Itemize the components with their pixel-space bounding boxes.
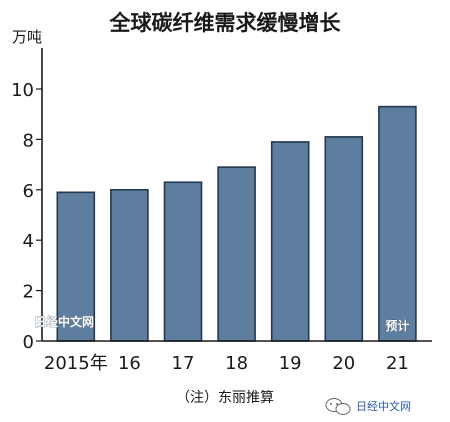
bar-19 (270, 141, 310, 342)
x-tick-label: 16 (118, 353, 141, 374)
x-tick-label: 21 (386, 353, 409, 374)
bar-18 (217, 166, 256, 342)
bars-group: 预计 (56, 105, 417, 342)
y-axis-ticks: 0 2 4 6 8 10 (11, 80, 42, 353)
watermark: 日经中文网 (34, 314, 94, 329)
x-tick-label: 17 (172, 353, 195, 374)
y-tick-label: 2 (23, 282, 34, 303)
x-tick-label: 18 (225, 353, 248, 374)
bar-16 (110, 189, 149, 342)
x-axis-ticks: 2015年 16 17 18 19 20 21 (44, 353, 409, 374)
wechat-icon (325, 398, 351, 415)
x-tick-label: 2015年 (44, 353, 108, 374)
x-tick-label: 19 (279, 353, 302, 374)
chart-title: 全球碳纤维需求缓慢增长 (109, 11, 342, 35)
y-tick-label: 8 (23, 130, 34, 151)
y-tick-label: 10 (11, 80, 34, 101)
bar-17 (163, 181, 203, 342)
brand-label: 日经中文网 (356, 399, 411, 413)
bar-21 (378, 105, 417, 342)
y-tick-label: 6 (23, 181, 34, 202)
y-axis-unit: 万吨 (12, 28, 42, 46)
bar-20 (324, 136, 364, 342)
y-tick-label: 0 (23, 332, 34, 353)
y-tick-label: 4 (23, 231, 34, 252)
x-tick-label: 20 (332, 353, 355, 374)
source-note: （注）东丽推算 (176, 390, 274, 406)
bar-annotation: 预计 (385, 318, 409, 333)
